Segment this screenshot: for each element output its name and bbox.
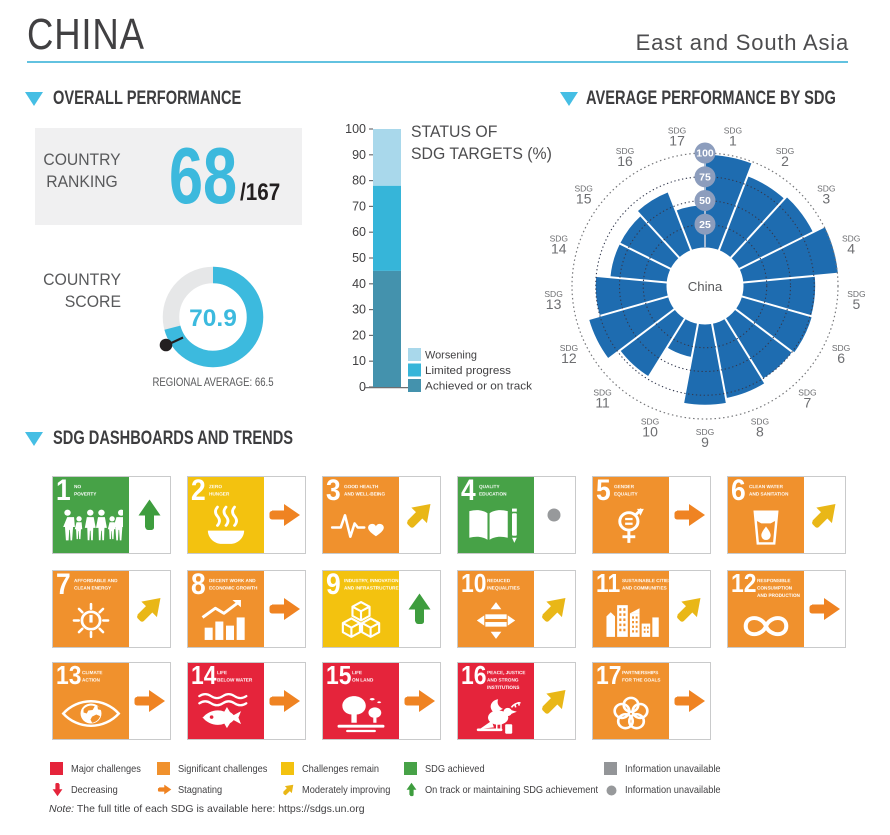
svg-text:China: China xyxy=(688,279,723,294)
svg-text:SDG: SDG xyxy=(817,183,835,193)
svg-text:60: 60 xyxy=(352,225,366,239)
svg-text:25: 25 xyxy=(699,219,711,231)
svg-text:SDG: SDG xyxy=(616,146,634,156)
svg-text:90: 90 xyxy=(352,148,366,162)
svg-text:4: 4 xyxy=(847,240,855,256)
svg-text:SDG: SDG xyxy=(832,343,850,353)
svg-text:SDG: SDG xyxy=(550,233,568,243)
svg-text:100: 100 xyxy=(345,122,366,136)
svg-text:13: 13 xyxy=(546,296,562,312)
svg-text:40: 40 xyxy=(352,277,366,291)
svg-text:10: 10 xyxy=(642,424,658,440)
svg-text:0: 0 xyxy=(359,380,366,394)
svg-text:SDG: SDG xyxy=(593,387,611,397)
svg-text:50: 50 xyxy=(699,195,711,207)
svg-text:50: 50 xyxy=(352,251,366,265)
svg-text:16: 16 xyxy=(617,153,633,169)
svg-text:SDG: SDG xyxy=(798,387,816,397)
svg-text:75: 75 xyxy=(699,171,711,183)
svg-text:7: 7 xyxy=(804,394,812,410)
svg-text:SDG: SDG xyxy=(544,289,562,299)
svg-text:SDG: SDG xyxy=(696,427,714,437)
svg-text:2: 2 xyxy=(781,153,789,169)
svg-text:17: 17 xyxy=(669,133,685,149)
svg-text:80: 80 xyxy=(352,174,366,188)
svg-text:12: 12 xyxy=(561,350,577,366)
svg-text:SDG: SDG xyxy=(641,417,659,427)
svg-text:SDG: SDG xyxy=(751,417,769,427)
svg-text:14: 14 xyxy=(551,240,567,256)
svg-text:SDG: SDG xyxy=(724,126,742,136)
svg-text:SDG: SDG xyxy=(776,146,794,156)
svg-text:Limited progress: Limited progress xyxy=(425,365,512,377)
svg-text:SDG: SDG xyxy=(668,126,686,136)
svg-text:9: 9 xyxy=(701,434,709,450)
svg-text:15: 15 xyxy=(576,190,592,206)
svg-text:6: 6 xyxy=(837,350,845,366)
svg-text:SDG: SDG xyxy=(574,183,592,193)
svg-text:SDG: SDG xyxy=(842,233,860,243)
svg-text:SDG: SDG xyxy=(560,343,578,353)
svg-text:8: 8 xyxy=(756,424,764,440)
svg-text:10: 10 xyxy=(352,354,366,368)
svg-text:100: 100 xyxy=(696,148,714,160)
svg-text:3: 3 xyxy=(822,190,830,206)
svg-text:Achieved or on track: Achieved or on track xyxy=(425,381,533,393)
svg-text:5: 5 xyxy=(853,296,861,312)
svg-text:11: 11 xyxy=(595,394,610,410)
svg-text:20: 20 xyxy=(352,328,366,342)
svg-text:70: 70 xyxy=(352,199,366,213)
svg-text:70.9: 70.9 xyxy=(189,305,237,332)
svg-text:1: 1 xyxy=(729,133,737,149)
svg-text:30: 30 xyxy=(352,303,366,317)
svg-text:SDG: SDG xyxy=(847,289,865,299)
svg-text:Worsening: Worsening xyxy=(425,350,477,362)
